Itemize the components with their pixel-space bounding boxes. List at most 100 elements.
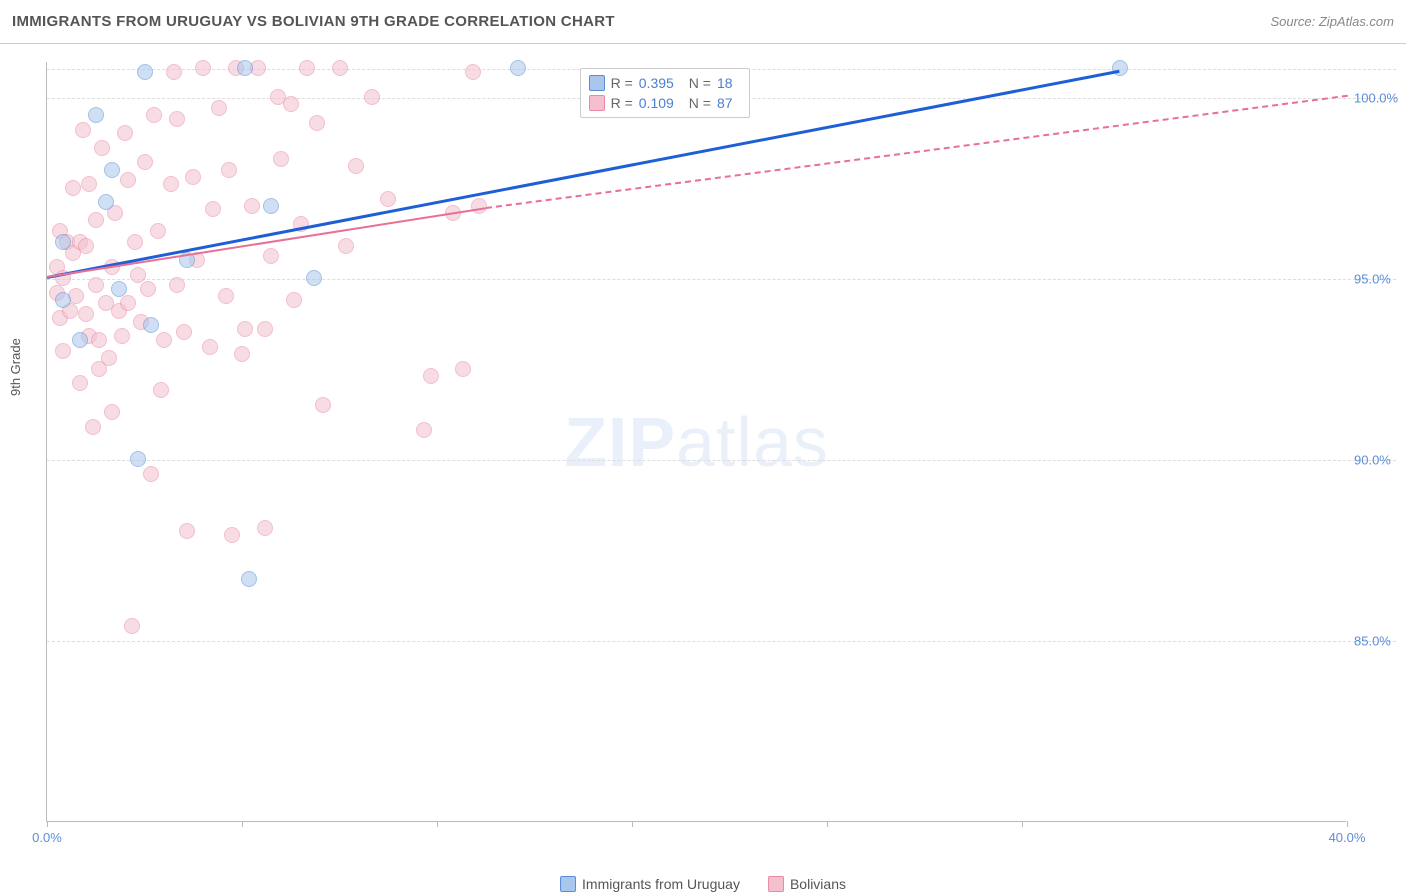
gridline — [47, 641, 1396, 642]
data-point — [306, 270, 322, 286]
data-point — [146, 107, 162, 123]
data-point — [81, 176, 97, 192]
gridline — [47, 460, 1396, 461]
data-point — [85, 419, 101, 435]
data-point — [120, 295, 136, 311]
data-point — [156, 332, 172, 348]
data-point — [332, 60, 348, 76]
data-point — [111, 281, 127, 297]
data-point — [130, 451, 146, 467]
data-point — [205, 201, 221, 217]
data-point — [88, 212, 104, 228]
stat-r-value: 0.109 — [639, 95, 683, 111]
x-tick — [242, 821, 243, 827]
data-point — [286, 292, 302, 308]
data-point — [78, 306, 94, 322]
data-point — [124, 618, 140, 634]
data-point — [98, 194, 114, 210]
x-tick-label: 0.0% — [32, 830, 62, 845]
data-point — [299, 60, 315, 76]
data-point — [202, 339, 218, 355]
data-point — [169, 277, 185, 293]
source-name: ZipAtlas.com — [1319, 14, 1394, 29]
data-point — [101, 350, 117, 366]
legend-swatch — [560, 876, 576, 892]
series-legend: Immigrants from Uruguay Bolivians — [560, 876, 846, 892]
stat-n-label: N = — [689, 75, 711, 91]
watermark-logo: ZIPatlas — [564, 402, 829, 482]
data-point — [241, 571, 257, 587]
legend-item: Immigrants from Uruguay — [560, 876, 740, 892]
data-point — [309, 115, 325, 131]
data-point — [127, 234, 143, 250]
data-point — [218, 288, 234, 304]
data-point — [1112, 60, 1128, 76]
data-point — [195, 60, 211, 76]
data-point — [143, 317, 159, 333]
legend-swatch — [589, 75, 605, 91]
data-point — [75, 122, 91, 138]
legend-label: Immigrants from Uruguay — [582, 876, 740, 892]
data-point — [211, 100, 227, 116]
data-point — [380, 191, 396, 207]
data-point — [224, 527, 240, 543]
data-point — [55, 234, 71, 250]
data-point — [91, 332, 107, 348]
stat-n-value: 18 — [717, 75, 741, 91]
data-point — [273, 151, 289, 167]
y-axis-label: 9th Grade — [8, 338, 23, 396]
stat-r-value: 0.395 — [639, 75, 683, 91]
data-point — [237, 60, 253, 76]
data-point — [283, 96, 299, 112]
y-tick-label: 95.0% — [1354, 272, 1404, 287]
data-point — [78, 238, 94, 254]
data-point — [140, 281, 156, 297]
data-point — [72, 332, 88, 348]
data-point — [65, 180, 81, 196]
data-point — [117, 125, 133, 141]
data-point — [163, 176, 179, 192]
stats-row: R =0.109N =87 — [589, 93, 741, 113]
data-point — [471, 198, 487, 214]
chart-header: IMMIGRANTS FROM URUGUAY VS BOLIVIAN 9TH … — [0, 0, 1406, 44]
data-point — [348, 158, 364, 174]
source-prefix: Source: — [1270, 14, 1318, 29]
data-point — [94, 140, 110, 156]
y-tick-label: 85.0% — [1354, 634, 1404, 649]
gridline — [47, 279, 1396, 280]
x-tick — [827, 821, 828, 827]
chart-title: IMMIGRANTS FROM URUGUAY VS BOLIVIAN 9TH … — [12, 13, 615, 30]
data-point — [364, 89, 380, 105]
scatter-plot: ZIPatlas 85.0%90.0%95.0%100.0%0.0%40.0%R… — [46, 62, 1346, 822]
legend-swatch — [589, 95, 605, 111]
data-point — [137, 64, 153, 80]
stat-n-value: 87 — [717, 95, 741, 111]
data-point — [55, 292, 71, 308]
data-point — [423, 368, 439, 384]
data-point — [55, 343, 71, 359]
data-point — [72, 375, 88, 391]
data-point — [416, 422, 432, 438]
data-point — [176, 324, 192, 340]
data-point — [120, 172, 136, 188]
x-tick — [632, 821, 633, 827]
data-point — [263, 248, 279, 264]
data-point — [150, 223, 166, 239]
stats-row: R =0.395N =18 — [589, 73, 741, 93]
data-point — [166, 64, 182, 80]
x-tick — [1022, 821, 1023, 827]
x-tick — [437, 821, 438, 827]
data-point — [104, 404, 120, 420]
source-attribution: Source: ZipAtlas.com — [1270, 14, 1394, 29]
data-point — [455, 361, 471, 377]
x-tick — [1347, 821, 1348, 827]
data-point — [179, 523, 195, 539]
data-point — [137, 154, 153, 170]
data-point — [221, 162, 237, 178]
legend-item: Bolivians — [768, 876, 846, 892]
data-point — [234, 346, 250, 362]
data-point — [153, 382, 169, 398]
data-point — [510, 60, 526, 76]
data-point — [88, 107, 104, 123]
data-point — [143, 466, 159, 482]
